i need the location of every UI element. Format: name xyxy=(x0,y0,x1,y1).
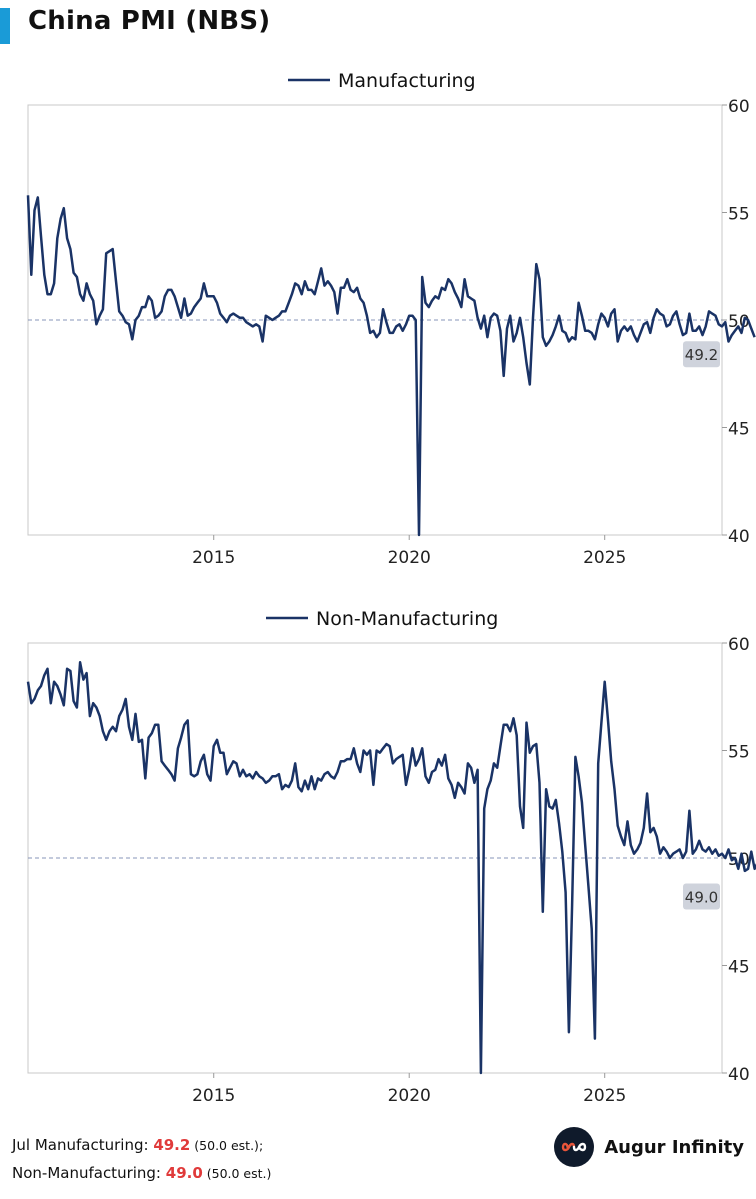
page-title: China PMI (NBS) xyxy=(28,6,271,36)
x-tick-label: 2020 xyxy=(388,1086,431,1106)
footer-line-2: Non-Manufacturing: 49.0 (50.0 est.) xyxy=(12,1164,271,1182)
series-line-manufacturing xyxy=(26,195,756,537)
legend: Non-Manufacturing xyxy=(266,608,498,630)
y-tick-label: 40 xyxy=(728,1065,750,1085)
x-tick-label: 2015 xyxy=(192,1086,235,1106)
y-tick-label: 55 xyxy=(728,205,750,225)
x-tick-label: 2020 xyxy=(388,548,431,568)
x-tick-label: 2025 xyxy=(583,548,626,568)
x-tick-label: 2025 xyxy=(583,1086,626,1106)
y-tick-label: 45 xyxy=(728,420,750,440)
series-line-non-manufacturing xyxy=(26,661,756,1075)
last-value-box xyxy=(683,341,720,368)
footer-non-manufacturing-value: 49.0 xyxy=(165,1164,203,1182)
footer-manufacturing-label: Jul Manufacturing: xyxy=(12,1136,154,1154)
infinity-logo-icon xyxy=(554,1127,595,1167)
footer-manufacturing-estimate: (50.0 est.); xyxy=(190,1138,264,1153)
y-tick-label: 45 xyxy=(728,958,750,978)
y-tick-label: 55 xyxy=(728,743,750,763)
footer-line-1: Jul Manufacturing: 49.2 (50.0 est.); xyxy=(12,1136,263,1154)
y-tick-label: 60 xyxy=(728,97,750,117)
brand-name: Augur Infinity xyxy=(604,1136,744,1158)
footer-non-manufacturing-label: Non-Manufacturing: xyxy=(12,1164,166,1182)
title-accent-bar xyxy=(0,8,10,44)
footer-manufacturing-value: 49.2 xyxy=(153,1136,191,1154)
x-tick-label: 2015 xyxy=(192,548,235,568)
legend: Manufacturing xyxy=(288,70,476,92)
y-tick-label: 60 xyxy=(728,635,750,655)
legend-label: Manufacturing xyxy=(338,70,476,92)
last-value-box xyxy=(683,883,720,910)
brand: Augur Infinity xyxy=(554,1127,744,1167)
y-tick-label: 40 xyxy=(728,527,750,547)
footer-non-manufacturing-estimate: (50.0 est.) xyxy=(202,1166,272,1181)
legend-label: Non-Manufacturing xyxy=(316,608,498,630)
last-value-label: 49.2 xyxy=(685,346,718,364)
last-value-label: 49.0 xyxy=(685,889,718,907)
